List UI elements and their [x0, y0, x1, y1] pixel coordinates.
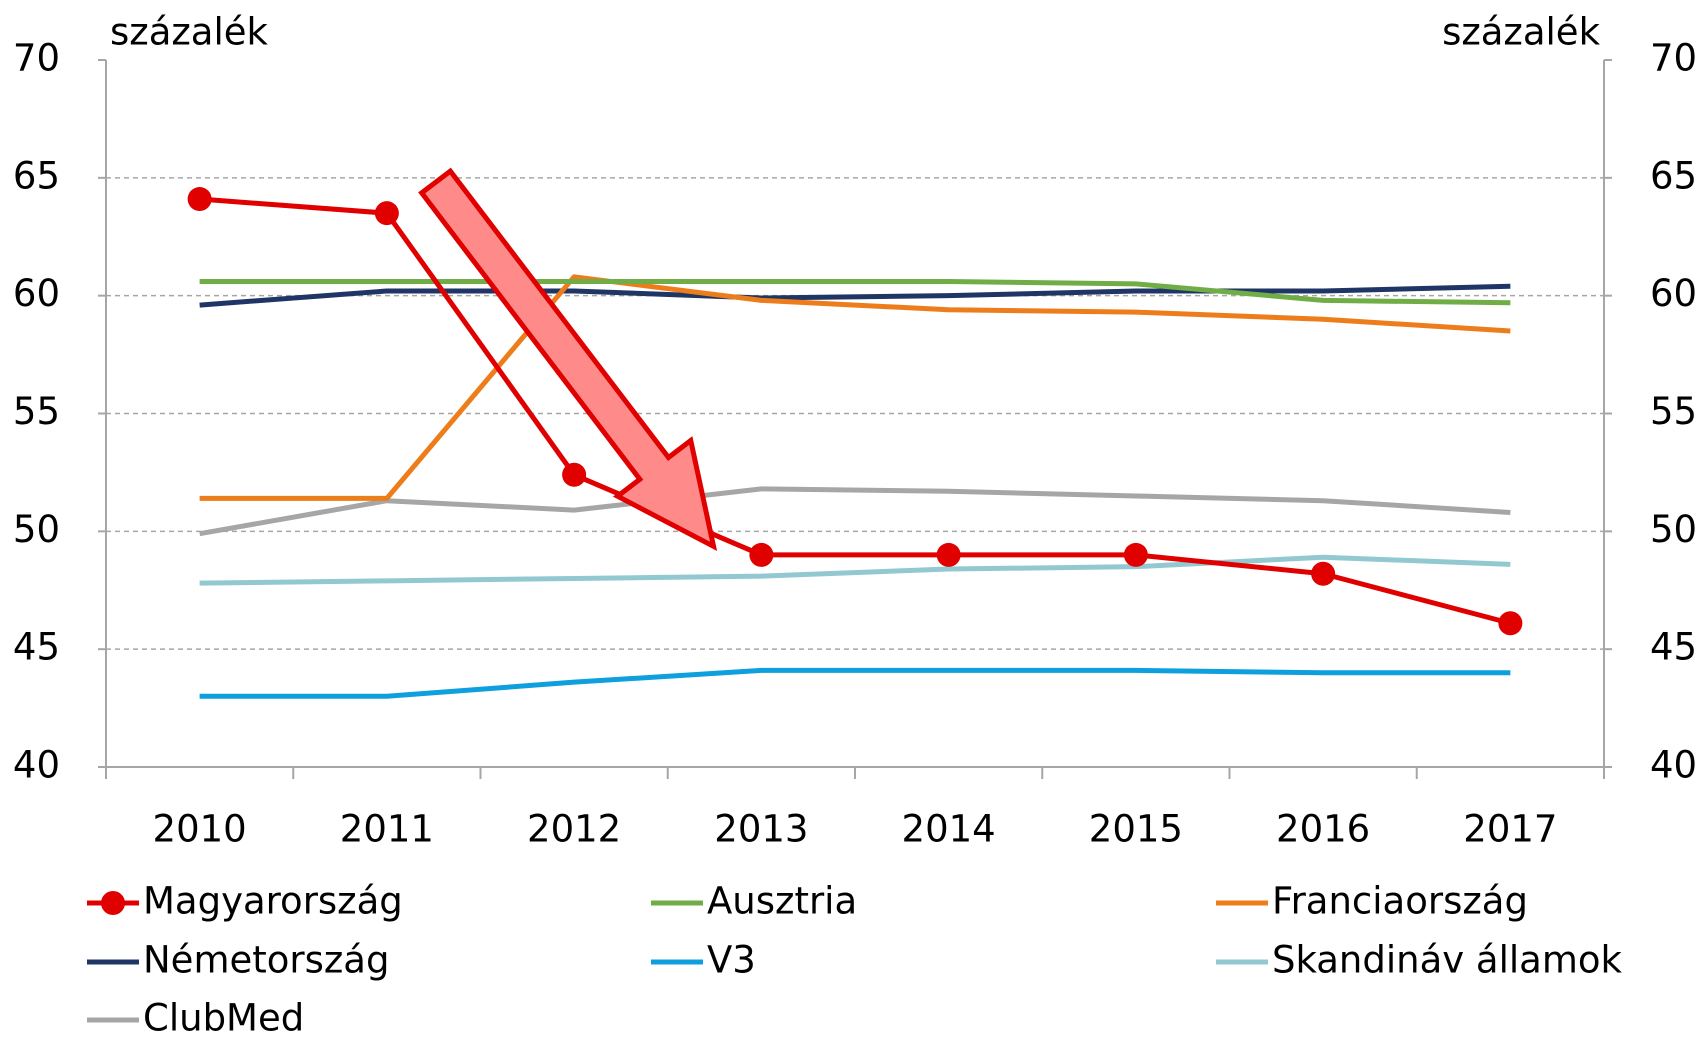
data-point — [1498, 611, 1523, 636]
x-tick-label: 2016 — [1276, 808, 1370, 851]
y-tick-label: 45 — [13, 626, 60, 669]
series-line — [199, 667, 1511, 699]
series-line — [199, 196, 1512, 626]
legend-label: V3 — [707, 939, 756, 982]
y2-tick-label: 65 — [1650, 154, 1697, 197]
legend-label: Skandináv államok — [1272, 939, 1623, 982]
x-tick-label: 2013 — [714, 808, 808, 851]
y2-axis-label: százalék — [1442, 11, 1601, 54]
y2-tick-label: 70 — [1650, 37, 1697, 80]
x-tick-label: 2011 — [340, 808, 434, 851]
y2-tick-label: 40 — [1650, 744, 1697, 787]
x-tick-label: 2017 — [1463, 808, 1557, 851]
y-tick-label: 50 — [13, 508, 60, 551]
data-point — [374, 201, 399, 226]
series-line — [199, 283, 1511, 308]
y-tick-label: 65 — [13, 154, 60, 197]
data-point — [187, 187, 212, 212]
data-point — [562, 462, 587, 487]
data-point — [936, 542, 961, 567]
legend-marker — [101, 891, 125, 915]
y2-tick-label: 50 — [1650, 508, 1697, 551]
legend-label: Németország — [143, 939, 389, 982]
x-tick-label: 2010 — [153, 808, 247, 851]
y2-tick-label: 55 — [1650, 390, 1697, 433]
data-point — [749, 542, 774, 567]
legend-label: Magyarország — [143, 880, 403, 923]
legend-label: Ausztria — [707, 880, 857, 923]
legend-label: Franciaország — [1272, 880, 1528, 923]
y2-tick-label: 45 — [1650, 626, 1697, 669]
data-point — [1123, 542, 1148, 567]
series-line — [199, 486, 1511, 537]
series-line — [199, 279, 1511, 306]
y-tick-label: 70 — [13, 37, 60, 80]
y-tick-label: 55 — [13, 390, 60, 433]
series-line — [199, 554, 1511, 586]
data-point — [1311, 561, 1336, 586]
series-line — [199, 274, 1511, 501]
y2-tick-label: 60 — [1650, 272, 1697, 315]
y-tick-label: 40 — [13, 744, 60, 787]
legend-label: ClubMed — [143, 997, 304, 1040]
y-tick-label: 60 — [13, 272, 60, 315]
x-tick-label: 2014 — [902, 808, 996, 851]
annotation-arrow — [418, 167, 718, 552]
x-tick-label: 2012 — [527, 808, 621, 851]
x-tick-label: 2015 — [1089, 808, 1183, 851]
y-axis-label: százalék — [110, 11, 269, 54]
